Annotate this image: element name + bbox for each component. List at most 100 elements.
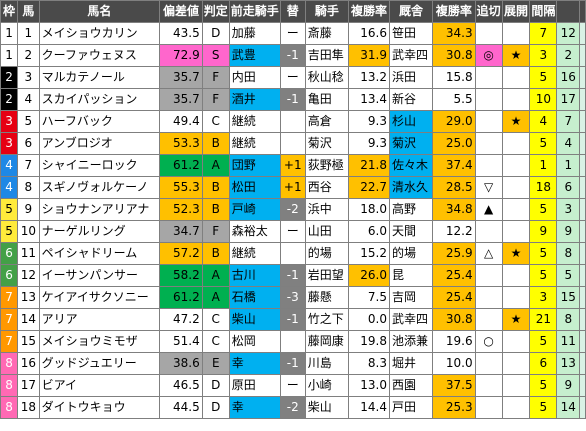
rating-cell: 35.7 — [159, 88, 203, 111]
rating-cell: 55.3 — [159, 176, 203, 199]
header-cell: 厩舎 — [388, 0, 434, 23]
jockey-cell: 川島 — [304, 352, 349, 375]
stable-cell: 武幸四 — [388, 308, 434, 331]
prev-jockey-cell: 団野 — [228, 154, 281, 177]
stable-cell: 新谷 — [388, 88, 434, 111]
header-cell: 追切 — [474, 0, 503, 23]
jockey-cell: 高倉 — [304, 110, 349, 133]
waku-cell: 8 — [0, 396, 19, 419]
stable-rate-cell: 25.9 — [432, 242, 476, 265]
horse-name-cell: ビアイ — [38, 374, 161, 397]
grade-cell: A — [201, 286, 230, 309]
table-row[interactable]: 1 2 クーファウェヌス 72.9 S 武豊 -1 吉田隼 31.9 武幸四 30.8 ◎ ★ 3 2 — [0, 44, 586, 67]
horse-number-cell: 10 — [17, 220, 40, 243]
header-cell — [556, 0, 581, 23]
workout-cell: △ — [474, 242, 503, 265]
waku-cell: 8 — [0, 374, 19, 397]
pace-cell — [501, 264, 531, 287]
rating-cell: 58.2 — [159, 264, 203, 287]
horse-name-cell: メイショウミモザ — [38, 330, 161, 353]
stable-rate-cell: 25.4 — [432, 264, 476, 287]
table-row[interactable]: 1 1 メイショウカリン 43.5 D 加藤ー斎藤 16.6 笹田 34.3 7 12 — [0, 22, 586, 45]
change-cell: -1 — [279, 352, 306, 375]
change-cell: ー — [279, 220, 306, 243]
workout-cell — [474, 308, 503, 331]
table-row[interactable]: 3 5 ハーフバック 49.4 C 継続 高倉 9.3 杉山 29.0 ★ 4 7 — [0, 110, 586, 133]
rating-cell: 35.7 — [159, 66, 203, 89]
interval-cell: 5 — [529, 242, 558, 265]
header-cell: 複勝率 — [347, 0, 391, 23]
grade-cell: C — [201, 308, 230, 331]
jockey-cell: 菊沢 — [304, 132, 349, 155]
horse-name-cell: イーサンパンサー — [38, 264, 161, 287]
jockey-rate-cell: 16.6 — [347, 22, 391, 45]
table-row[interactable]: 5 9 ショウナンアリアナ 52.3 B 戸崎 -2 浜中 18.0 高野 34.8 ▲ 5 3 — [0, 198, 586, 221]
extra-cell: 6 — [556, 176, 581, 199]
workout-cell — [474, 220, 503, 243]
pace-cell — [501, 220, 531, 243]
waku-cell: 4 — [0, 154, 19, 177]
stable-rate-cell: 15.8 — [432, 66, 476, 89]
extra-cell: 2 — [556, 44, 581, 67]
header-cell — [579, 0, 586, 23]
prev-jockey-cell: 継続 — [228, 110, 281, 133]
table-row[interactable]: 4 8 スギノヴォルケーノ 55.3 B 松田 +1 西谷 22.7 清水久 28.5 ▽ 18 6 — [0, 176, 586, 199]
change-cell — [279, 110, 306, 133]
workout-cell — [474, 286, 503, 309]
grade-cell: F — [201, 66, 230, 89]
header-cell: 馬 — [17, 0, 40, 23]
prev-jockey-cell: 継続 — [228, 242, 281, 265]
jockey-rate-cell: 15.2 — [347, 242, 391, 265]
workout-cell — [474, 66, 503, 89]
table-row[interactable]: 8 16 グッドジュエリー 38.6 E 幸 -1 川島 8.3 堀井 10.0 6 13 — [0, 352, 586, 375]
horse-name-cell: ペイシャドリーム — [38, 242, 161, 265]
jockey-cell: 竹之下 — [304, 308, 349, 331]
pace-cell: ★ — [501, 44, 531, 67]
table-row[interactable]: 4 7 シャイニーロック 61.2 A 団野 +1 荻野極 21.8 佐々木 37.4 1 1 — [0, 154, 586, 177]
grade-cell: A — [201, 264, 230, 287]
extra-cell: 9 — [556, 374, 581, 397]
race-table: 枠馬馬名 偏差値 判定 前走騎手替騎手 複勝率 厩舎 複勝率 追切 展開 間隔 1 1 メイショウカリ… — [0, 0, 586, 419]
pace-cell — [501, 396, 531, 419]
table-row[interactable]: 2 3 マルカテノール 35.7 F 内田ー秋山稔 13.2 浜田 15.8 5 16 — [0, 66, 586, 89]
table-row[interactable]: 7 15 メイショウミモザ 51.4 C 松岡 藤岡康 19.8 池添兼 19.6 ○ 5 11 — [0, 330, 586, 353]
prev-jockey-cell: 松岡 — [228, 330, 281, 353]
interval-cell: 7 — [529, 22, 558, 45]
extra-cell: 1 — [556, 154, 581, 177]
edge-cell — [579, 264, 586, 287]
table-row[interactable]: 6 11 ペイシャドリーム 57.2 B 継続 的場 15.2 的場 25.9 △ ★ 5 8 — [0, 242, 586, 265]
pace-cell — [501, 22, 531, 45]
horse-name-cell: ケイアイサクソニー — [38, 286, 161, 309]
table-row[interactable]: 3 6 アンブロジオ 53.3 B 継続 菊沢 9.3 菊沢 25.0 5 4 — [0, 132, 586, 155]
horse-number-cell: 1 — [17, 22, 40, 45]
horse-name-cell: ナーゲルリング — [38, 220, 161, 243]
interval-cell: 18 — [529, 176, 558, 199]
prev-jockey-cell: 武豊 — [228, 44, 281, 67]
horse-number-cell: 8 — [17, 176, 40, 199]
table-row[interactable]: 8 18 ダイトウキョウ 44.5 D 幸 -2 柴山 14.4 戸田 25.3 5 14 — [0, 396, 586, 419]
jockey-rate-cell: 26.0 — [347, 264, 391, 287]
stable-rate-cell: 29.0 — [432, 110, 476, 133]
horse-name-cell: メイショウカリン — [38, 22, 161, 45]
table-row[interactable]: 7 13 ケイアイサクソニー 61.2 A 石橋 -3 藤懸 7.5 吉岡 25.4 3 15 — [0, 286, 586, 309]
stable-cell: 菊沢 — [388, 132, 434, 155]
interval-cell: 5 — [529, 198, 558, 221]
table-row[interactable]: 8 17 ビアイ 46.5 D 原田ー小崎 13.0 西園 37.5 5 9 — [0, 374, 586, 397]
table-row[interactable]: 7 14 アリア 47.2 C 柴山 -1 竹之下 0.0 武幸四 30.8 ★ 21 8 — [0, 308, 586, 331]
header-cell: 判定 — [201, 0, 230, 23]
change-cell: -2 — [279, 396, 306, 419]
jockey-rate-cell: 31.9 — [347, 44, 391, 67]
table-row[interactable]: 2 4 スカイパッション 35.7 F 酒井 -1 亀田 13.4 新谷 5.5 10 17 — [0, 88, 586, 111]
table-row[interactable]: 6 12 イーサンパンサー 58.2 A 古川 -1 岩田望 26.0 昆 25.4 5 5 — [0, 264, 586, 287]
jockey-cell: 的場 — [304, 242, 349, 265]
prev-jockey-cell: 戸崎 — [228, 198, 281, 221]
workout-cell — [474, 110, 503, 133]
interval-cell: 5 — [529, 396, 558, 419]
waku-cell: 7 — [0, 308, 19, 331]
interval-cell: 6 — [529, 352, 558, 375]
table-row[interactable]: 5 10 ナーゲルリング 34.7 F 森裕太ー山田 6.0 天間 12.2 9 9 — [0, 220, 586, 243]
stable-rate-cell: 5.5 — [432, 88, 476, 111]
stable-rate-cell: 25.0 — [432, 132, 476, 155]
extra-cell: 5 — [556, 264, 581, 287]
horse-name-cell: ダイトウキョウ — [38, 396, 161, 419]
